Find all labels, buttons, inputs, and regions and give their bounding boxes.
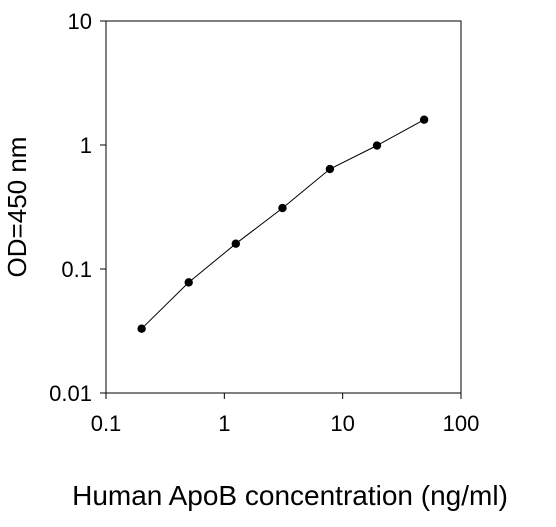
plot-area-frame: [105, 20, 462, 394]
y-axis-ticks: 0.01 0.1 1 10: [49, 9, 106, 406]
series-line: [141, 119, 425, 330]
y-tick-label: 0.1: [61, 257, 92, 282]
y-tick-label: 1: [80, 133, 92, 158]
y-tick-label: 10: [68, 9, 92, 34]
data-point: [231, 239, 241, 248]
data-point: [184, 278, 193, 287]
x-tick-label: 10: [330, 411, 354, 436]
x-axis-title: Human ApoB concentration (ng/ml): [72, 480, 508, 511]
data-point: [325, 164, 335, 174]
x-tick-label: 0.1: [91, 411, 122, 436]
x-tick-label: 1: [218, 411, 230, 436]
data-point: [278, 203, 287, 213]
x-tick-label: 100: [443, 411, 480, 436]
y-axis-title: OD=450 nm: [2, 137, 32, 278]
data-point: [137, 324, 146, 333]
data-point: [419, 115, 429, 124]
x-axis-ticks: 0.1 1 10 100: [91, 393, 480, 436]
data-point: [372, 141, 382, 150]
y-tick-label: 0.01: [49, 381, 92, 406]
series-layer: [137, 115, 429, 333]
